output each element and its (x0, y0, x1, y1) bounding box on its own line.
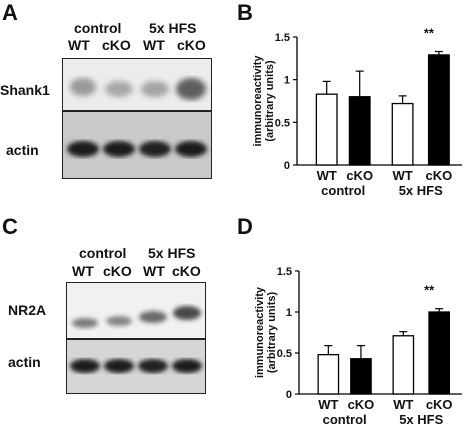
significance-marker: ** (424, 283, 435, 298)
blot-band (72, 318, 98, 328)
y-tick-label: 0 (284, 160, 290, 172)
x-tick-label: WT (318, 397, 338, 412)
group-label: 5x HFS (399, 183, 443, 198)
x-tick-label: cKO (426, 397, 453, 412)
group-label-5x-hfs: 5x HFS (148, 245, 196, 261)
lane-label: cKO (102, 37, 131, 53)
bar (315, 93, 338, 166)
group-label-control: control (79, 245, 127, 261)
bar (317, 353, 340, 395)
lane-label: WT (143, 263, 165, 279)
blot-nr2a (66, 282, 206, 339)
y-axis-label: immunoreactivity (254, 286, 266, 378)
blot-band (175, 141, 207, 157)
bar (391, 102, 414, 166)
blot-band (106, 316, 132, 326)
lane-label: cKO (172, 263, 201, 279)
blot-band (104, 359, 134, 373)
significance-marker: ** (424, 26, 435, 41)
blot-band (70, 78, 96, 96)
y-tick-label: 0.5 (277, 348, 292, 360)
y-tick-label: 1.5 (275, 32, 290, 44)
bar (428, 311, 451, 395)
blot-actin-a (62, 111, 212, 179)
group-label-5x-hfs: 5x HFS (149, 20, 197, 36)
blot-band (139, 311, 167, 323)
y-tick-label: 0.5 (275, 117, 290, 129)
bar (348, 96, 371, 166)
lane-label: WT (72, 263, 94, 279)
blot-band (173, 306, 201, 320)
x-tick-label: WT (392, 168, 412, 183)
group-label: control (321, 183, 365, 198)
panel-letter-b: B (237, 0, 253, 25)
lane-label: WT (143, 37, 165, 53)
blot-shank1 (62, 58, 212, 111)
blot-band (176, 78, 206, 100)
panel-letter-d: D (237, 214, 253, 239)
lane-label: cKO (177, 37, 206, 53)
y-tick-label: 1.5 (277, 266, 292, 278)
x-tick-label: WT (393, 397, 413, 412)
y-axis-label: (arbitrary units) (264, 60, 276, 142)
x-tick-label: WT (317, 168, 337, 183)
panel-letter-c: C (2, 214, 18, 239)
y-tick-label: 1 (286, 307, 292, 319)
blot-band (70, 359, 100, 373)
row-label-actin: actin (6, 142, 39, 158)
panel-letter-a: A (2, 0, 18, 25)
blot-band (103, 141, 135, 157)
group-label-control: control (74, 20, 122, 36)
blot-band (105, 81, 133, 97)
group-label: 5x HFS (399, 412, 443, 427)
blot-band (141, 81, 169, 97)
lane-label: cKO (103, 263, 132, 279)
bar (427, 54, 450, 166)
lane-label: WT (68, 37, 90, 53)
x-tick-label: cKO (348, 397, 375, 412)
y-axis-label: immunoreactivity (252, 55, 264, 147)
bar (392, 335, 415, 395)
row-label-actin: actin (8, 354, 41, 370)
y-tick-label: 1 (284, 75, 290, 87)
blot-band (67, 141, 99, 157)
blot-band (138, 359, 168, 373)
bar (350, 358, 372, 395)
y-tick-label: 0 (286, 389, 292, 401)
x-tick-label: cKO (426, 168, 453, 183)
blot-band (172, 359, 202, 373)
blot-band (139, 141, 171, 157)
y-axis-label: (arbitrary units) (266, 292, 278, 374)
x-tick-label: cKO (346, 168, 373, 183)
row-label-shank1: Shank1 (0, 82, 50, 98)
blot-actin-c (66, 339, 206, 394)
row-label-nr2a: NR2A (8, 302, 47, 318)
group-label: control (323, 412, 367, 427)
